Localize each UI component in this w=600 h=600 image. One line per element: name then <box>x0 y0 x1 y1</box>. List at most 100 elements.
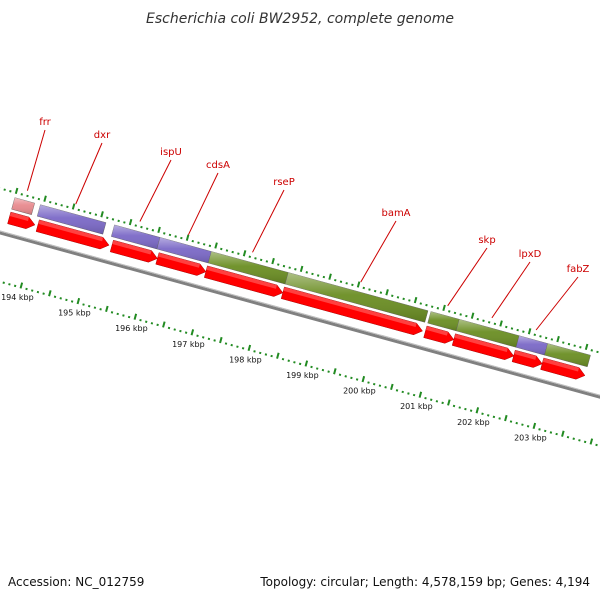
inner-minor-tick <box>122 314 125 317</box>
outer-minor-tick <box>140 225 143 229</box>
inner-minor-tick <box>110 311 114 314</box>
outer-minor-tick <box>544 336 548 340</box>
inner-minor-tick <box>258 351 262 355</box>
gene-label-lpxD: lpxD <box>491 249 542 319</box>
outer-minor-tick <box>277 263 280 266</box>
outer-minor-tick <box>579 346 582 349</box>
kbp-label: 197 kbp <box>172 340 205 349</box>
inner-major-tick <box>190 329 195 336</box>
leader-line <box>75 142 103 205</box>
outer-major-tick <box>185 234 190 241</box>
cds-arrow[interactable] <box>203 265 284 297</box>
inner-major-tick <box>133 313 138 320</box>
kbp-label: 201 kbp <box>400 402 433 411</box>
outer-minor-tick <box>225 249 229 252</box>
cds-arrow[interactable] <box>155 252 207 276</box>
inner-minor-tick <box>469 409 473 412</box>
inner-minor-tick <box>287 359 290 362</box>
inner-major-tick <box>276 352 280 359</box>
inner-minor-tick <box>583 440 587 444</box>
outer-minor-tick <box>20 193 23 196</box>
outer-minor-tick <box>117 219 120 223</box>
cds-arrow[interactable] <box>423 325 455 344</box>
gene-bamA[interactable] <box>284 272 429 323</box>
outer-minor-tick <box>567 342 571 346</box>
outer-minor-tick <box>430 305 434 308</box>
cds-arrow[interactable] <box>109 239 158 263</box>
outer-minor-tick <box>533 333 536 337</box>
gene-track <box>11 197 591 368</box>
inner-major-tick <box>447 399 451 406</box>
outer-minor-tick <box>322 275 326 279</box>
outer-major-tick <box>499 320 503 327</box>
inner-major-tick <box>390 383 394 391</box>
kbp-label: 202 kbp <box>457 418 490 427</box>
gene-label-dxr: dxr <box>75 130 111 205</box>
outer-minor-tick <box>573 344 576 347</box>
gene-frr[interactable] <box>11 197 35 215</box>
outer-major-tick <box>299 265 304 273</box>
inner-minor-tick <box>224 342 228 345</box>
cds-arrow[interactable] <box>280 286 423 336</box>
inner-major-tick <box>361 375 366 383</box>
outer-major-tick <box>470 312 475 319</box>
outer-minor-tick <box>487 321 491 324</box>
gene-dxr[interactable] <box>36 204 107 235</box>
gene-label-skp: skp <box>447 235 496 307</box>
outer-minor-tick <box>231 250 234 254</box>
outer-minor-tick <box>60 204 63 207</box>
inner-minor-tick <box>429 398 433 401</box>
kbp-label: 200 kbp <box>343 387 376 396</box>
gene-lpxA[interactable] <box>544 343 591 368</box>
inner-minor-tick <box>526 425 530 428</box>
outer-tick-ring <box>0 187 599 354</box>
inner-minor-tick <box>572 437 575 440</box>
outer-minor-tick <box>379 291 383 294</box>
outer-minor-tick <box>88 211 92 215</box>
outer-minor-tick <box>590 349 593 352</box>
inner-minor-tick <box>538 428 541 431</box>
inner-minor-tick <box>196 334 199 338</box>
outer-major-tick <box>71 203 76 210</box>
outer-major-tick <box>242 250 247 257</box>
outer-major-tick <box>328 273 332 280</box>
inner-major-tick <box>247 344 252 352</box>
inner-major-tick <box>304 360 309 367</box>
inner-minor-tick <box>315 367 319 370</box>
outer-minor-tick <box>197 241 200 244</box>
gene-labels: frr dxr ispU cdsA rseP bamA skp lpxD fabZ <box>26 117 590 331</box>
inner-minor-tick <box>486 414 490 417</box>
inner-minor-tick <box>543 429 547 433</box>
outer-minor-tick <box>26 194 29 198</box>
cds-arrow[interactable] <box>511 349 543 368</box>
outer-minor-tick <box>174 235 177 238</box>
inner-minor-tick <box>515 421 518 425</box>
outer-minor-tick <box>163 232 166 235</box>
inner-minor-tick <box>384 386 387 389</box>
outer-minor-tick <box>31 196 35 199</box>
inner-minor-tick <box>241 347 245 350</box>
outer-minor-tick <box>259 258 263 262</box>
kbp-label: 196 kbp <box>115 324 148 333</box>
outer-minor-tick <box>66 205 69 209</box>
outer-minor-tick <box>516 328 519 332</box>
outer-minor-tick <box>54 202 58 205</box>
inner-major-tick <box>589 438 594 445</box>
inner-minor-tick <box>2 281 5 284</box>
gene-label-fabZ: fabZ <box>535 264 590 331</box>
cds-arrow[interactable] <box>35 219 110 250</box>
inner-minor-tick <box>367 381 370 384</box>
inner-minor-tick <box>30 289 34 292</box>
inner-minor-tick <box>452 404 456 408</box>
gene-label-text: bamA <box>381 208 410 219</box>
cds-arrow[interactable] <box>7 211 36 229</box>
cds-arrow[interactable] <box>451 333 515 360</box>
outer-minor-tick <box>220 247 223 251</box>
inner-minor-tick <box>492 415 496 419</box>
cds-arrow[interactable] <box>540 357 586 380</box>
outer-major-tick <box>442 304 446 312</box>
kbp-label: 199 kbp <box>286 371 319 380</box>
outer-major-tick <box>14 187 19 195</box>
inner-minor-tick <box>378 384 382 387</box>
